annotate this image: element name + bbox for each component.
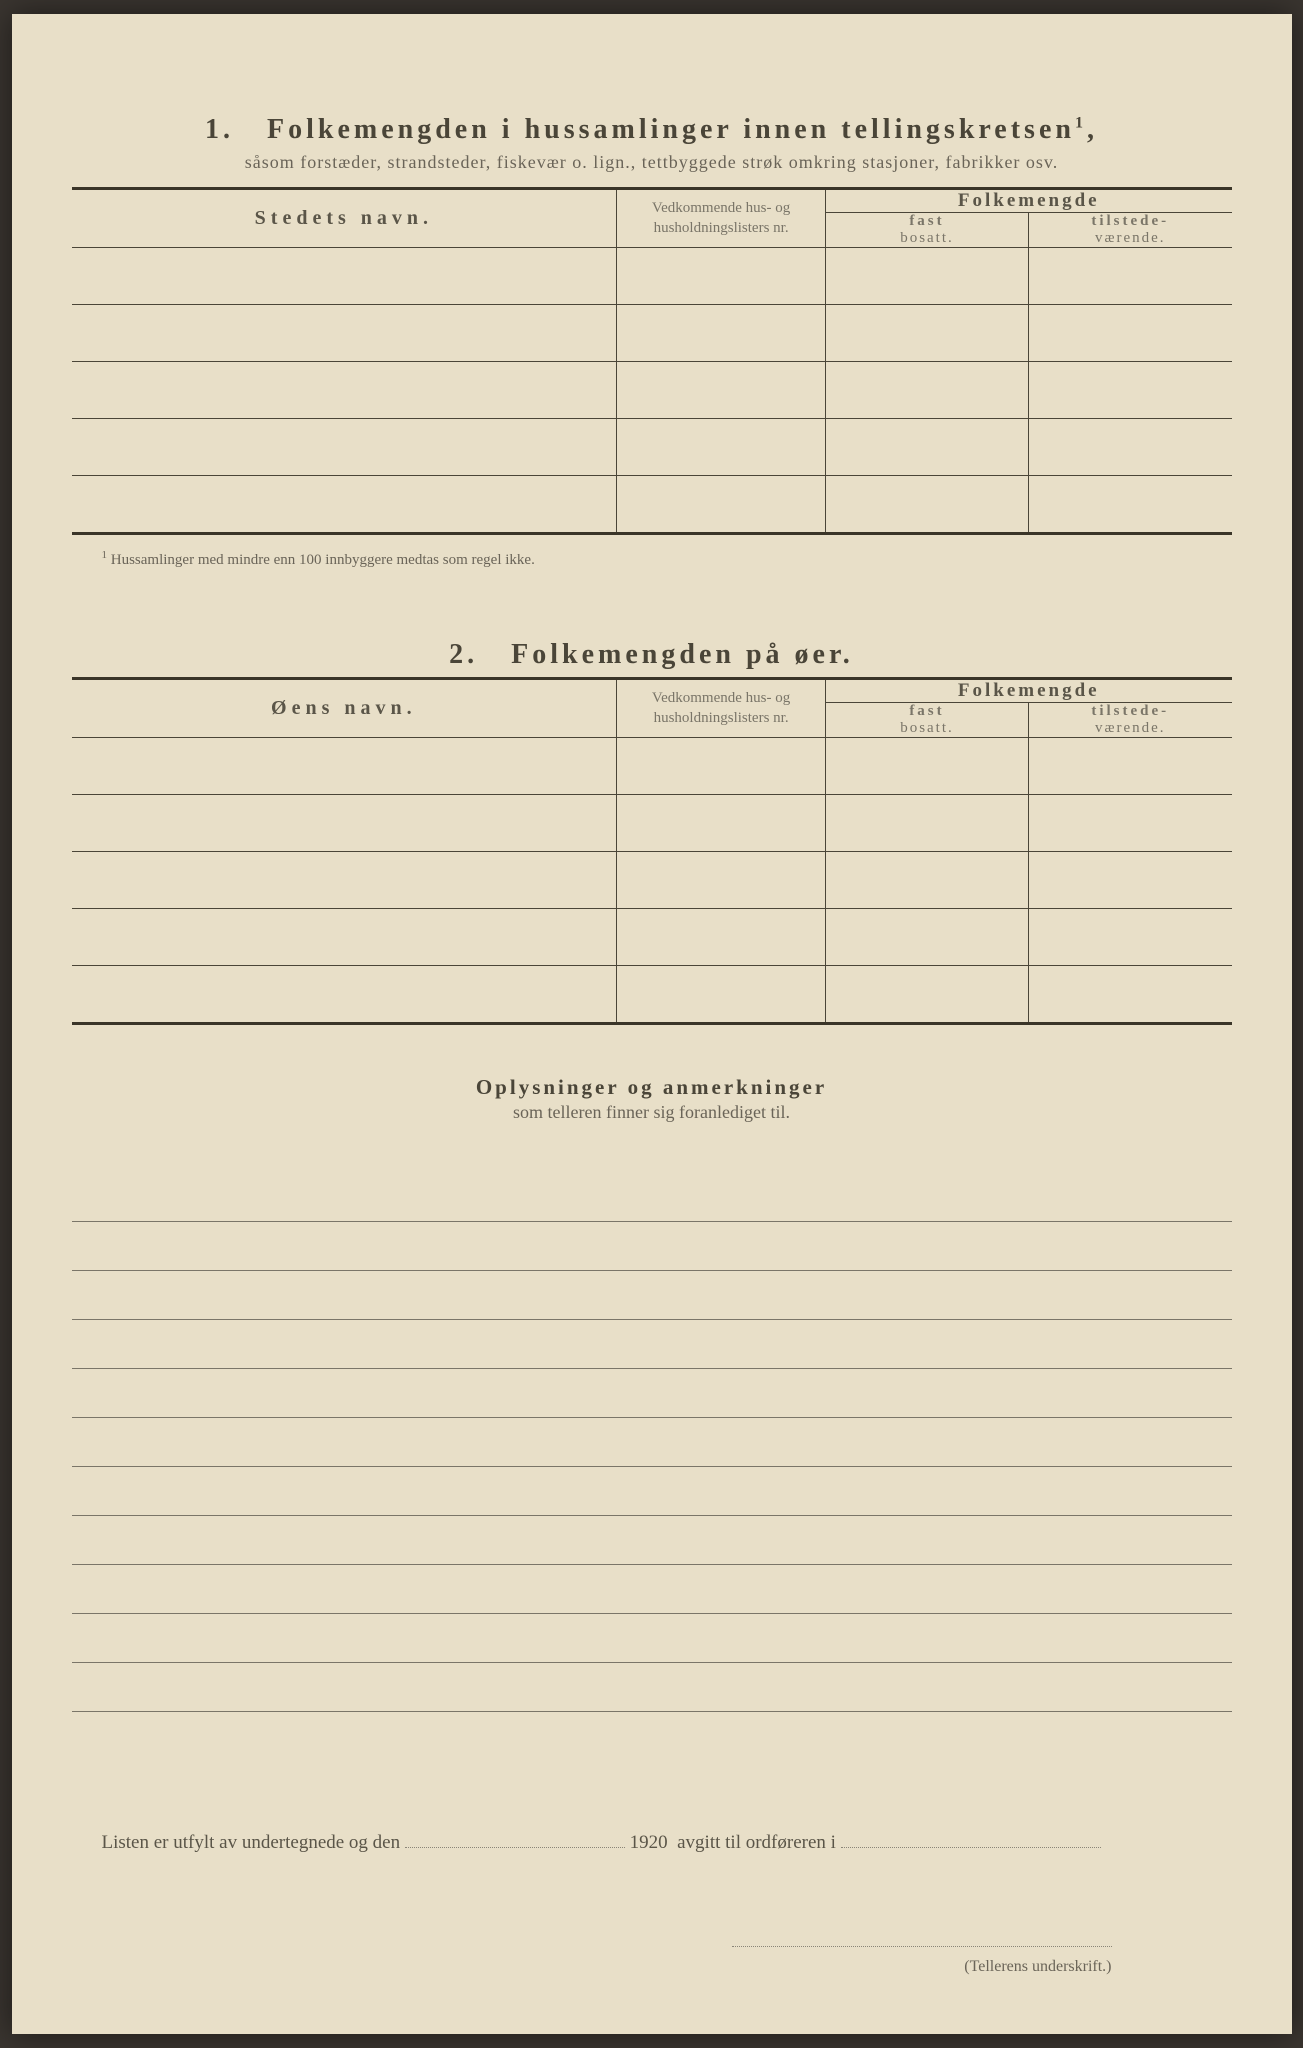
table-cell [72,738,617,795]
table-1-body [72,248,1232,534]
table-cell [617,419,826,476]
date-blank [405,1833,625,1848]
ruled-line [72,1467,1232,1516]
ruled-line [72,1173,1232,1222]
table-cell [1028,419,1231,476]
section-1: 1. Folkemengden i hussamlinger innen tel… [72,114,1232,569]
table-cell [617,476,826,534]
table-1-header-tilstede: tilstede-værende. [1028,213,1231,248]
table-cell [825,419,1028,476]
table-1: Stedets navn. Vedkommende hus- og hushol… [72,187,1232,535]
table-cell [617,362,826,419]
ruled-line [72,1663,1232,1712]
section-1-title-text: Folkemengden i hussamlinger innen tellin… [267,114,1075,145]
bottom-declaration: Listen er utfylt av undertegnede og den … [72,1832,1232,1854]
signature-label: (Tellerens underskrift.) [72,1958,1112,1976]
ruled-line [72,1271,1232,1320]
table-2-header-pop: Folkemengde [825,679,1231,703]
table-2: Øens navn. Vedkommende hus- og husholdni… [72,677,1232,1025]
table-cell [72,795,617,852]
table-cell [1028,738,1231,795]
table-row [72,419,1232,476]
table-cell [825,738,1028,795]
table-1-header-place: Stedets navn. [72,189,617,248]
table-row [72,362,1232,419]
table-cell [825,305,1028,362]
table-1-header-pop: Folkemengde [825,189,1231,213]
section-1-subtitle: såsom forstæder, strandsteder, fiskevær … [72,152,1232,173]
section-2-title: 2. Folkemengden på øer. [72,639,1232,671]
ruled-line [72,1369,1232,1418]
table-row [72,476,1232,534]
ruled-line [72,1614,1232,1663]
table-cell [1028,476,1231,534]
table-cell [617,909,826,966]
section-1-title-sup: 1 [1075,115,1087,132]
ruled-line [72,1222,1232,1271]
ruled-line [72,1516,1232,1565]
ruled-line [72,1418,1232,1467]
table-cell [617,305,826,362]
table-cell [72,248,617,305]
table-cell [825,909,1028,966]
section-1-footnote: 1 Hussamlinger med mindre enn 100 innbyg… [102,549,1232,569]
table-row [72,909,1232,966]
ordforer-blank [841,1833,1101,1848]
document-page: 1. Folkemengden i hussamlinger innen tel… [12,14,1292,2034]
table-cell [1028,248,1231,305]
table-cell [1028,966,1231,1024]
table-cell [825,476,1028,534]
section-1-number: 1. [205,114,234,145]
table-2-header-place: Øens navn. [72,679,617,738]
table-cell [72,852,617,909]
table-cell [1028,795,1231,852]
table-2-body [72,738,1232,1024]
table-1-header-fast: fastbosatt. [825,213,1028,248]
table-cell [1028,909,1231,966]
table-cell [72,362,617,419]
ruled-line [72,1320,1232,1369]
table-cell [617,795,826,852]
table-cell [825,852,1028,909]
signature-area: (Tellerens underskrift.) [72,1934,1232,1976]
table-cell [1028,852,1231,909]
table-cell [72,305,617,362]
ruled-lines [72,1173,1232,1712]
table-row [72,248,1232,305]
section-1-title: 1. Folkemengden i hussamlinger innen tel… [72,114,1232,146]
table-row [72,852,1232,909]
table-cell [825,248,1028,305]
section-2-number: 2. [449,639,478,670]
table-cell [72,476,617,534]
table-cell [825,795,1028,852]
table-1-header-lists: Vedkommende hus- og husholdningslisters … [617,189,826,248]
table-cell [1028,305,1231,362]
table-row [72,738,1232,795]
section-3-subtitle: som telleren finner sig foranlediget til… [72,1102,1232,1123]
table-cell [617,738,826,795]
section-2: 2. Folkemengden på øer. Øens navn. Vedko… [72,639,1232,1025]
table-2-header-fast: fastbosatt. [825,703,1028,738]
table-cell [72,909,617,966]
signature-line [732,1946,1112,1947]
table-cell [72,966,617,1024]
table-cell [1028,362,1231,419]
table-row [72,795,1232,852]
table-2-header-lists: Vedkommende hus- og husholdningslisters … [617,679,826,738]
table-cell [617,248,826,305]
table-cell [617,966,826,1024]
section-2-title-text: Folkemengden på øer. [511,639,854,670]
table-2-header-tilstede: tilstede-værende. [1028,703,1231,738]
table-cell [825,362,1028,419]
table-cell [72,419,617,476]
table-row [72,305,1232,362]
ruled-line [72,1565,1232,1614]
table-cell [617,852,826,909]
table-row [72,966,1232,1024]
section-3-title: Oplysninger og anmerkninger [72,1075,1232,1100]
section-3: Oplysninger og anmerkninger som telleren… [72,1075,1232,1712]
table-cell [825,966,1028,1024]
